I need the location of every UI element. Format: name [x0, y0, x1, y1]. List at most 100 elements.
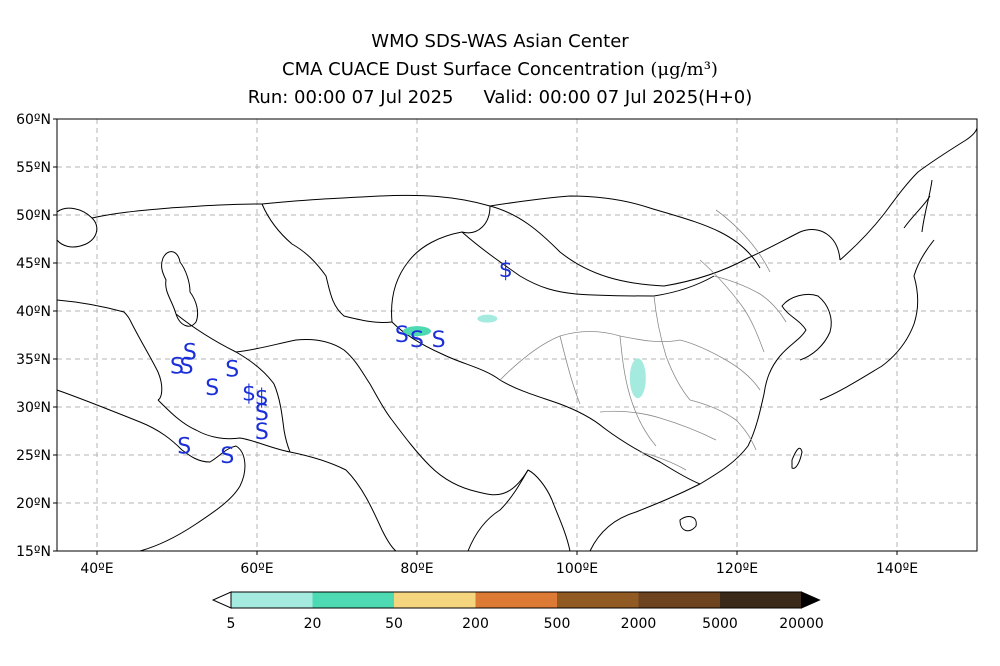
- colorbar-label: 20000: [779, 616, 824, 632]
- dust-patch: [477, 314, 498, 323]
- dust-symbol: S: [255, 401, 269, 426]
- pacific-coast: [839, 127, 978, 261]
- lat-tick-label: 40ºN: [16, 304, 51, 320]
- colorbar-label: 500: [544, 616, 571, 632]
- dust-patch: [629, 358, 646, 399]
- lon-tick-label: 140ºE: [876, 561, 918, 577]
- colorbar-segment: [720, 592, 802, 608]
- caspian-sea-outline: [161, 251, 199, 327]
- dust-symbol: S: [255, 420, 269, 445]
- dust-symbol: S: [410, 328, 424, 353]
- south-china-coast: [589, 355, 781, 552]
- hainan-outline: [679, 516, 697, 532]
- dust-symbol: $: [242, 382, 256, 407]
- province-line: [619, 335, 657, 447]
- title-product: CMA CUACE Dust Surface Concentration: [282, 59, 645, 80]
- dust-symbol: S: [432, 328, 446, 353]
- dust-symbol: S: [225, 358, 239, 383]
- lon-tick-label: 80ºE: [400, 561, 433, 577]
- colorbar-label: 20: [304, 616, 322, 632]
- title-line-1: WMO SDS-WAS Asian Center: [371, 31, 629, 52]
- title-unit: (μg/m³): [650, 59, 718, 80]
- arabia-coast: [56, 389, 246, 552]
- map-titles: WMO SDS-WAS Asian Center CMA CUACE Dust …: [0, 28, 1000, 112]
- dust-symbol: S: [220, 444, 234, 469]
- lat-tick-label: 25ºN: [16, 448, 51, 464]
- run-time: Run: 00:00 07 Jul 2025: [247, 87, 454, 108]
- lat-tick-label: 45ºN: [16, 256, 51, 272]
- india-west-coast: [345, 469, 397, 552]
- title-line-3: Run: 00:00 07 Jul 2025 Valid: 00:00 07 Ju…: [0, 84, 1000, 112]
- lon-tick-label: 60ºE: [240, 561, 273, 577]
- dust-symbol: S: [180, 355, 194, 380]
- colorbar-over-arrow: [801, 591, 821, 609]
- japan-outline: [819, 239, 935, 401]
- lon-tick-label: 120ºE: [716, 561, 758, 577]
- iraq-iran-border: [129, 319, 163, 401]
- colorbar-label: 5000: [702, 616, 738, 632]
- iran-coast: [157, 399, 347, 471]
- lat-tick-label: 20ºN: [16, 496, 51, 512]
- colorbar-frame: [230, 591, 802, 609]
- dust-symbol: S: [205, 376, 219, 401]
- lat-tick-label: 15ºN: [16, 544, 51, 560]
- province-line: [679, 339, 761, 391]
- sakhalin-outline: [921, 179, 933, 233]
- colorbar-segment: [557, 592, 639, 608]
- mongolia-south-border: [461, 231, 715, 297]
- dust-patch: [403, 326, 431, 337]
- province-line: [713, 275, 787, 323]
- china-west-border: [391, 205, 491, 323]
- colorbar-segment: [475, 592, 557, 608]
- province-line: [699, 259, 765, 353]
- lat-tick-label: 50ºN: [16, 208, 51, 224]
- russia-south-border: [91, 194, 841, 287]
- dust-symbol: $: [499, 258, 513, 283]
- colorbar-under-arrow: [211, 591, 232, 609]
- gridlines: [57, 119, 977, 551]
- lat-tick-label: 60ºN: [16, 112, 51, 128]
- colorbar-segment: [231, 592, 313, 608]
- province-line: [653, 295, 691, 401]
- dust-symbol: S: [395, 323, 409, 348]
- colorbar: 5 20 50 200 500 2000 5000 20000: [211, 591, 824, 632]
- lon-tick-label: 100ºE: [556, 561, 598, 577]
- black-sea-outline: [56, 207, 98, 248]
- axis-ticks: 60ºN 55ºN 50ºN 45ºN 40ºN 35ºN 30ºN 25ºN 20ºN 15ºN…: [16, 112, 918, 577]
- afghanistan-border: [235, 339, 393, 421]
- map-frame: [56, 118, 978, 552]
- korea-outline: [779, 293, 832, 361]
- title-line-2: CMA CUACE Dust Surface Concentration (μg…: [0, 56, 1000, 84]
- colorbar-segment: [394, 592, 476, 608]
- dust-symbol: S: [170, 355, 184, 380]
- dust-concentration-patches: [403, 314, 646, 399]
- iran-east-border: [175, 313, 291, 453]
- valid-time: Valid: 00:00 07 Jul 2025(H+0): [483, 87, 753, 108]
- colorbar-segment: [312, 592, 394, 608]
- dust-symbol: S: [177, 434, 191, 459]
- lon-tick-label: 40ºE: [80, 561, 113, 577]
- colorbar-label: 50: [385, 616, 403, 632]
- kazakh-uzbek-border: [261, 203, 393, 323]
- colorbar-label: 5: [227, 616, 236, 632]
- map-background: [57, 119, 977, 551]
- lat-tick-label: 35ºN: [16, 352, 51, 368]
- province-line: [499, 331, 681, 381]
- province-line: [715, 209, 771, 273]
- province-line: [599, 410, 717, 441]
- lat-tick-label: 30ºN: [16, 400, 51, 416]
- country-borders: [56, 127, 978, 552]
- colorbar-label: 200: [462, 616, 489, 632]
- turkey-border: [56, 299, 131, 321]
- province-line: [639, 451, 687, 471]
- colorbar-label: 2000: [621, 616, 657, 632]
- lat-tick-label: 55ºN: [16, 160, 51, 176]
- province-line: [559, 335, 581, 405]
- province-borders: [499, 209, 787, 471]
- india-north-border: [391, 419, 529, 496]
- taiwan-outline: [791, 447, 803, 469]
- colorbar-segment: [638, 592, 720, 608]
- china-south-border: [391, 321, 701, 485]
